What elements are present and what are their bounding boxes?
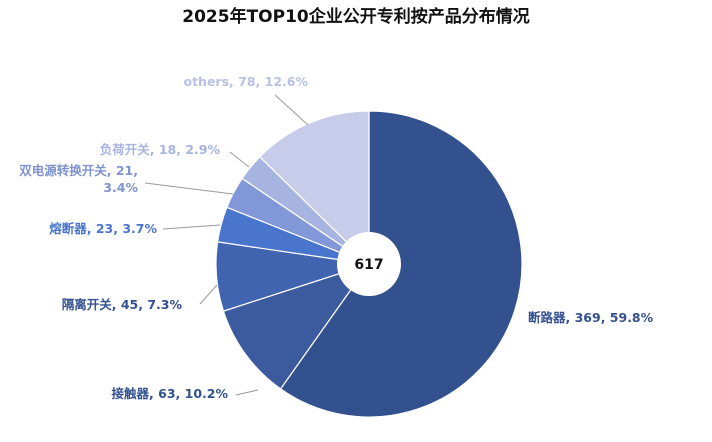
center-hole [337,232,401,296]
pie-slice-0 [279,110,523,418]
slice-label-4: 双电源转换开关, 21, 3.4% [18,163,138,195]
leader-lines [144,94,309,396]
chart-title: 2025年TOP10企业公开专利按产品分布情况 [182,6,529,27]
slice-label-3: 熔断器, 23, 3.7% [49,221,157,236]
pie-slices [215,110,523,418]
pie-slice-6 [259,110,370,266]
leader-line-3 [162,224,221,230]
pie-slice-1 [222,262,371,390]
slice-label-0: 断路器, 369, 59.8% [528,310,654,325]
slice-label-2: 隔离开关, 45, 7.3% [62,297,183,312]
leader-line-1 [235,389,259,396]
slice-label-1: 接触器, 63, 10.2% [112,386,229,401]
center-total-label: 617 [354,257,383,273]
slice-label-6: others, 78, 12.6% [183,74,308,89]
leader-line-4 [144,182,234,195]
slice-label-5: 负荷开关, 18, 2.9% [100,142,221,157]
leader-line-6 [274,94,309,126]
leader-line-5 [229,151,250,168]
leader-line-2 [199,284,218,305]
slice-labels: 断路器, 369, 59.8% 接触器, 63, 10.2% 隔离开关, 45, 7… [18,74,653,401]
